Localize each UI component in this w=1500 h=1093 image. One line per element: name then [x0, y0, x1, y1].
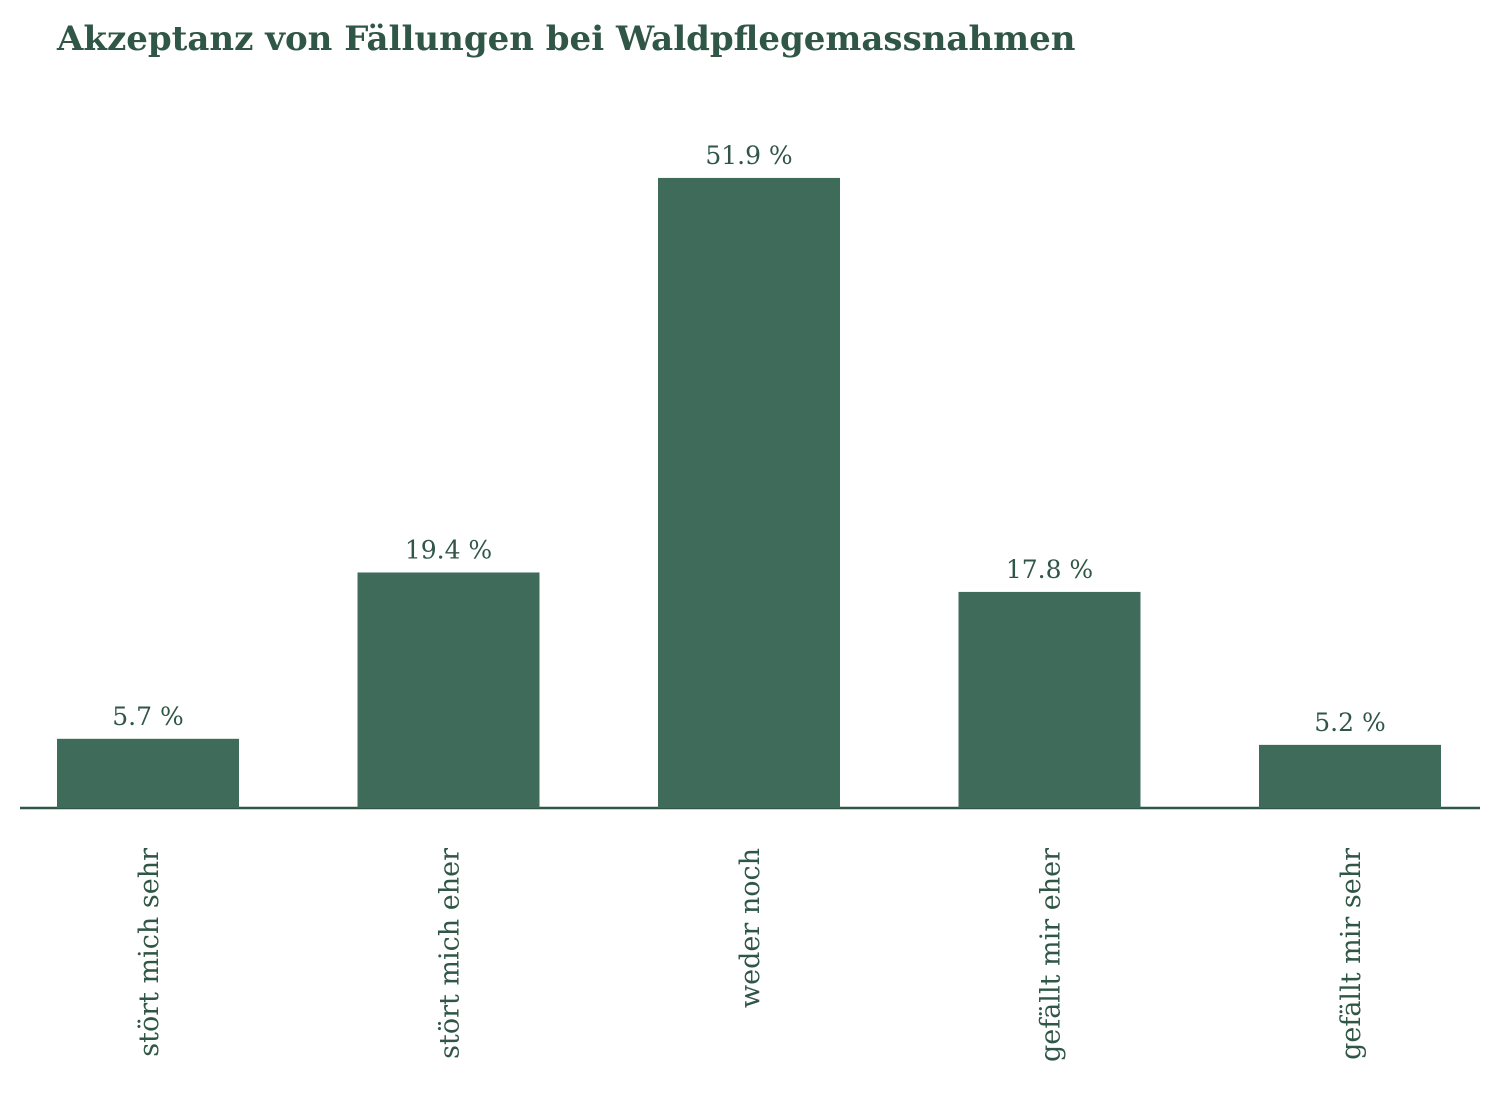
- x-tick-label: weder noch: [735, 848, 766, 1008]
- value-label: 51.9 %: [705, 141, 792, 170]
- chart-title: Akzeptanz von Fällungen bei Waldpflegema…: [56, 19, 1076, 59]
- value-label: 5.7 %: [112, 702, 183, 731]
- bar: [658, 177, 840, 808]
- x-tick-label: stört mich eher: [435, 848, 466, 1059]
- bar: [958, 591, 1141, 808]
- value-label: 5.2 %: [1314, 708, 1385, 737]
- x-tick-label: gefällt mir sehr: [1336, 848, 1367, 1060]
- bar: [357, 572, 540, 808]
- bar: [1259, 744, 1441, 808]
- bar: [57, 738, 239, 808]
- value-label: 17.8 %: [1006, 555, 1093, 584]
- x-tick-label: stört mich sehr: [134, 848, 165, 1057]
- x-tick-label: gefällt mir eher: [1036, 848, 1067, 1062]
- value-label: 19.4 %: [405, 535, 492, 564]
